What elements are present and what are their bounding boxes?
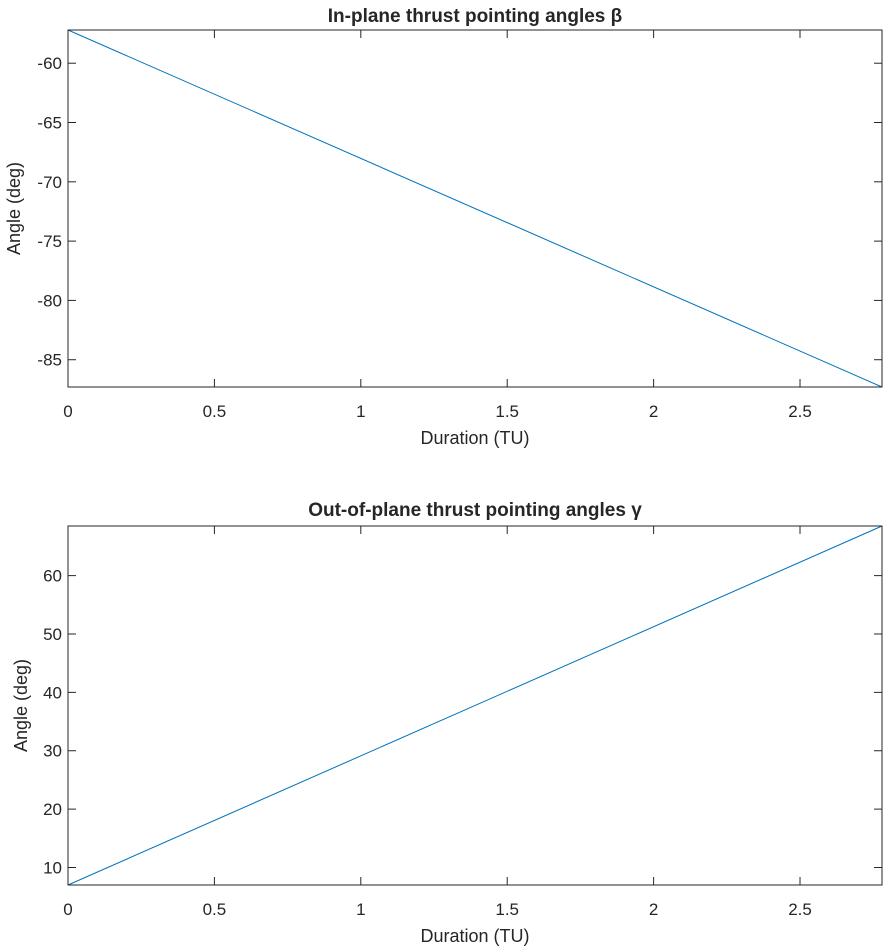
plot-frame (67, 525, 883, 886)
y-tick-label: -85 (37, 351, 62, 370)
y-tick-label: 20 (43, 800, 62, 819)
y-tick-label: 30 (43, 742, 62, 761)
x-tick-label: 2.5 (788, 900, 812, 919)
chart-title: Out-of-plane thrust pointing angles γ (308, 500, 642, 521)
x-tick-label: 2 (649, 402, 658, 421)
x-tick-label: 0.5 (203, 402, 227, 421)
y-tick-label: -75 (37, 232, 62, 251)
x-tick-label: 2.5 (788, 402, 812, 421)
series-line-1 (67, 29, 883, 388)
x-tick-label: 1 (356, 402, 365, 421)
x-tick-label: 1 (356, 900, 365, 919)
y-tick-label: 40 (43, 683, 62, 702)
x-tick-label: 0.5 (203, 900, 227, 919)
subplot-1: In-plane thrust pointing angles β 0 0.5 1 1.… (4, 6, 883, 448)
y-tick-label: -60 (37, 54, 62, 73)
x-tick-label: 2 (649, 900, 658, 919)
plot-frame (67, 29, 883, 388)
y-tick-label: -80 (37, 291, 62, 310)
y-axis-label: Angle (deg) (11, 659, 31, 752)
y-tick-label: -65 (37, 114, 62, 133)
x-tick-label: 1.5 (495, 900, 519, 919)
x-tick-label: 0 (63, 402, 72, 421)
y-tick-label: -70 (37, 173, 62, 192)
y-tick-label: 50 (43, 625, 62, 644)
series-line-1 (67, 525, 883, 886)
y-axis-label: Angle (deg) (4, 162, 24, 255)
y-tick-label: 10 (43, 858, 62, 877)
x-tick-label: 0 (63, 900, 72, 919)
subplot-2: Out-of-plane thrust pointing angles γ 0 0.… (11, 500, 883, 946)
x-axis-label: Duration (TU) (420, 926, 529, 946)
chart-title: In-plane thrust pointing angles β (328, 6, 622, 27)
x-axis-label: Duration (TU) (420, 428, 529, 448)
y-tick-label: 60 (43, 567, 62, 586)
x-tick-label: 1.5 (495, 402, 519, 421)
